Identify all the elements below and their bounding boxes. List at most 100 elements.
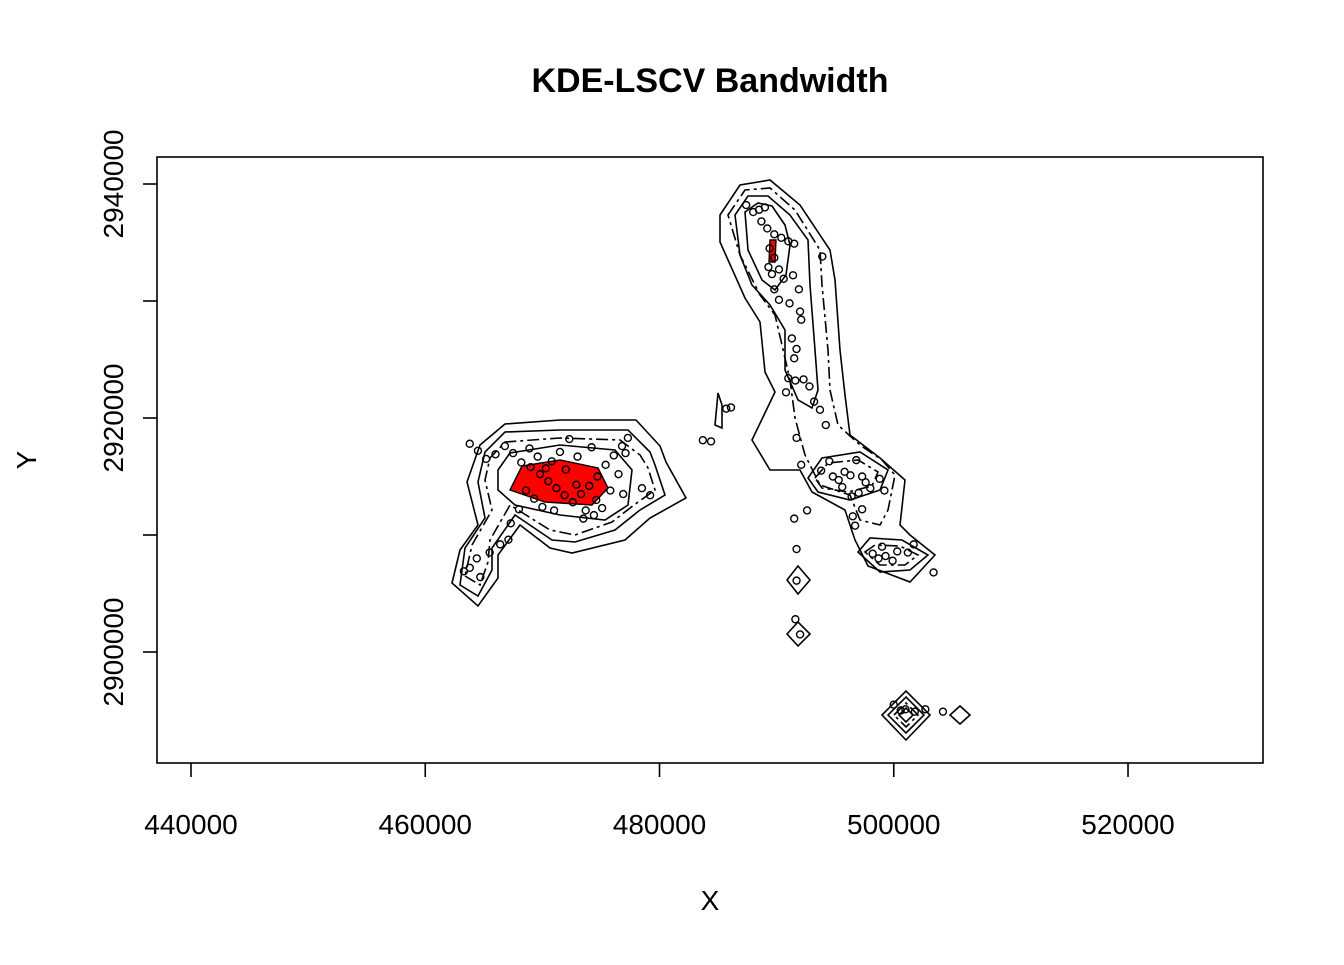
point	[609, 451, 619, 460]
point	[617, 441, 627, 451]
point	[576, 489, 586, 499]
point	[496, 540, 505, 549]
point	[797, 315, 806, 324]
point	[549, 506, 559, 515]
point	[861, 478, 870, 487]
point	[877, 542, 887, 551]
point	[706, 437, 716, 446]
point	[790, 354, 799, 363]
point	[938, 707, 948, 716]
point	[838, 482, 847, 492]
point	[593, 472, 602, 481]
point	[722, 404, 731, 413]
point	[760, 203, 770, 212]
point	[781, 388, 791, 397]
point	[840, 467, 849, 477]
point	[767, 269, 777, 279]
point	[552, 484, 561, 493]
point	[601, 460, 610, 470]
point	[797, 460, 806, 470]
point	[726, 403, 736, 412]
point	[792, 344, 801, 354]
point	[788, 271, 798, 280]
point	[521, 486, 531, 495]
point	[802, 506, 812, 515]
point	[815, 405, 825, 415]
point	[889, 700, 898, 709]
point	[875, 474, 884, 484]
point	[763, 224, 772, 233]
point	[481, 454, 491, 464]
point	[910, 707, 920, 716]
point	[770, 253, 779, 262]
plot-frame	[156, 156, 1264, 764]
point	[476, 572, 485, 582]
point	[465, 439, 474, 448]
point	[592, 495, 601, 505]
point	[581, 506, 590, 515]
contour	[880, 689, 932, 742]
point	[587, 443, 596, 452]
x-tick-label: 520000	[1081, 809, 1174, 840]
point	[459, 567, 469, 576]
point	[561, 465, 571, 474]
point	[792, 433, 801, 443]
point	[526, 462, 535, 472]
contour	[785, 564, 812, 596]
point	[790, 239, 799, 248]
point	[547, 457, 556, 466]
point	[770, 230, 779, 239]
point	[757, 217, 766, 226]
point	[573, 452, 582, 461]
point	[792, 576, 801, 585]
point	[854, 488, 863, 498]
contour	[459, 429, 666, 598]
point	[777, 233, 786, 243]
y-axis-label: Y	[11, 450, 42, 469]
point	[779, 274, 788, 283]
point	[525, 444, 534, 453]
point	[565, 434, 574, 444]
contour	[863, 544, 920, 566]
point	[880, 486, 889, 495]
point	[850, 521, 860, 530]
point	[881, 551, 890, 561]
contour	[807, 451, 889, 501]
point	[535, 469, 545, 479]
point	[606, 486, 615, 495]
x-tick-label: 440000	[144, 809, 237, 840]
point	[794, 285, 804, 294]
point	[774, 295, 784, 305]
point	[465, 563, 474, 572]
point	[504, 535, 513, 544]
point	[538, 502, 547, 512]
y-tick-label: 2940000	[98, 129, 129, 238]
point	[517, 458, 526, 467]
point	[901, 705, 910, 714]
point	[893, 547, 902, 556]
x-tick-label: 480000	[613, 809, 706, 840]
point	[929, 568, 938, 577]
point	[544, 476, 553, 486]
y-tick-label: 2900000	[98, 597, 129, 706]
point	[787, 334, 797, 343]
point	[852, 455, 861, 465]
point	[816, 466, 826, 475]
point	[555, 447, 565, 457]
point	[614, 469, 623, 479]
point	[784, 374, 793, 383]
contour	[856, 537, 930, 573]
point	[795, 630, 805, 639]
point	[846, 471, 855, 480]
contour	[451, 419, 688, 608]
point	[909, 540, 918, 549]
contour	[714, 392, 723, 430]
point	[560, 491, 569, 500]
point	[847, 492, 856, 501]
point	[645, 491, 655, 500]
y-tick-label: 2920000	[98, 363, 129, 472]
point	[866, 484, 875, 493]
point	[785, 299, 794, 308]
